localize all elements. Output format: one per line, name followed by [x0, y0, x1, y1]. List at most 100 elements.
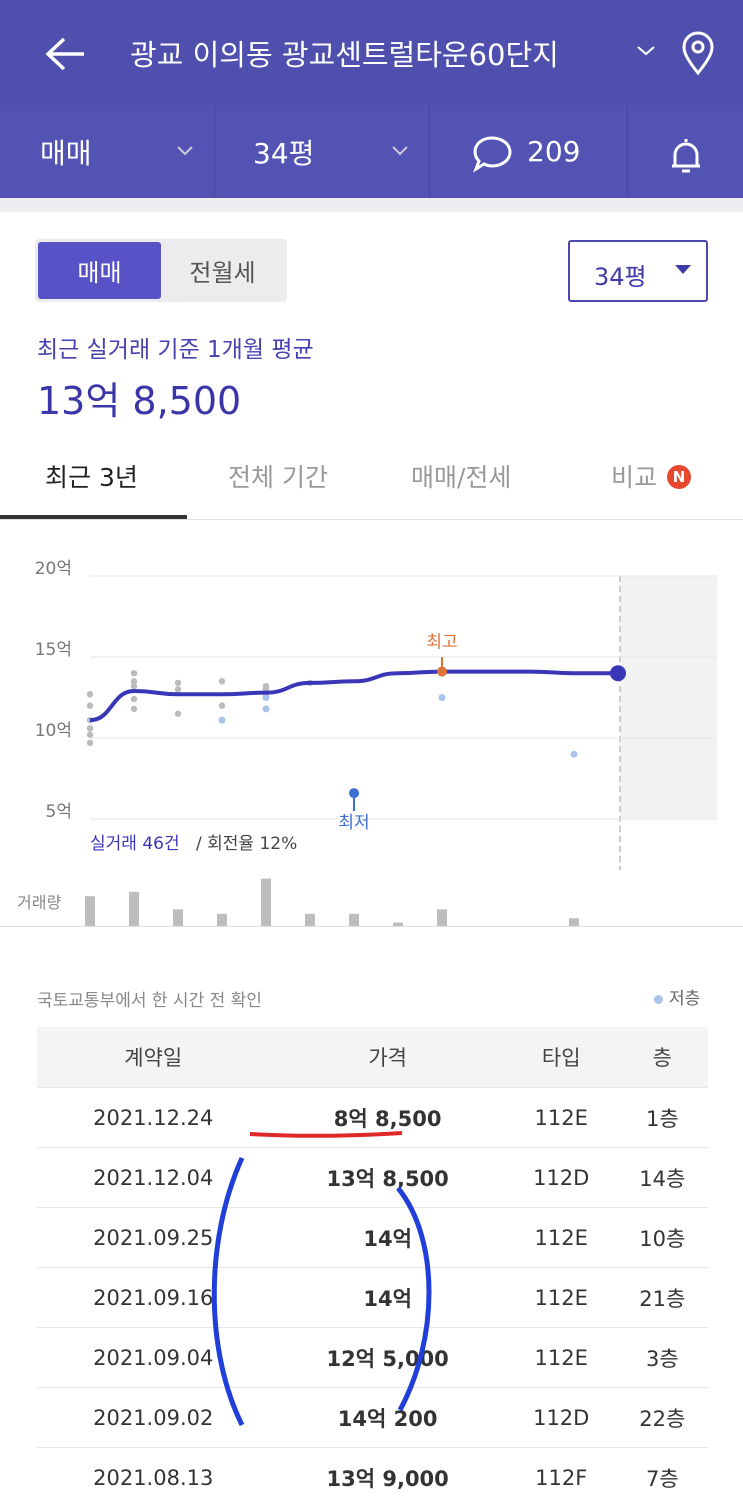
bell-icon[interactable] [668, 135, 704, 177]
chevron [392, 146, 408, 156]
back-button[interactable] [44, 36, 86, 72]
low_floor-dot [438, 694, 446, 701]
volume-bar [173, 909, 183, 927]
table-row[interactable]: 2021.08.13 13억 9,000 112F 7층 [37, 1447, 708, 1507]
low_floor-dot [262, 694, 270, 701]
title-chevron[interactable] [636, 44, 656, 58]
dots-dot [130, 695, 138, 703]
volume-bar [393, 922, 403, 927]
low_floor-dot [570, 750, 578, 758]
table-cell: 12억 5,000 [269, 1327, 506, 1388]
dots-dot [130, 682, 138, 690]
dots-dot [130, 705, 138, 713]
deal-toggle: 매매 전월세 [35, 239, 287, 302]
column-header: 계약일 [37, 1027, 270, 1088]
low_floor-dot [218, 716, 226, 724]
tab[interactable]: 전체 기간 [228, 463, 328, 492]
table-cell: 2021.09.25 [37, 1207, 270, 1268]
source-note: 국토교통부에서 한 시간 전 확인 [37, 991, 262, 1011]
location-icon[interactable] [680, 30, 716, 76]
trend-line [89, 669, 618, 723]
chart-border [0, 926, 743, 927]
comment-count[interactable]: 209 [527, 135, 581, 168]
volume-bar [261, 878, 271, 927]
low-label: 최저 [338, 813, 369, 833]
low_floor-dot [262, 705, 270, 713]
table-cell: 2021.12.24 [37, 1087, 270, 1148]
chevron [177, 146, 193, 156]
table-cell: 21층 [616, 1267, 708, 1328]
table-cell: 112D [505, 1147, 617, 1208]
future-area [620, 576, 717, 819]
complex-title[interactable]: 광교 이의동 광교센트럴타운60단지 [130, 38, 559, 72]
filter-bar: 매매 34평 209 [0, 105, 743, 198]
table-row[interactable]: 2021.09.16 14억 112E 21층 [37, 1267, 708, 1328]
divider [214, 105, 215, 198]
table-cell: 2021.09.16 [37, 1267, 270, 1328]
y-tick-label: 15억 [35, 640, 72, 660]
deals-count: 실거래 46건 [90, 834, 180, 854]
table-cell: 3층 [616, 1327, 708, 1388]
caret [675, 265, 691, 274]
table-cell: 112D [505, 1387, 617, 1448]
legend-label: 저층 [669, 989, 701, 1009]
dots-dot [174, 679, 182, 687]
size-filter[interactable]: 34평 [253, 136, 315, 170]
turnover: / 회전율 12% [196, 834, 297, 854]
divider [627, 105, 628, 198]
table-row[interactable]: 2021.12.24 8억 8,500 112E 1층 [37, 1087, 708, 1148]
y-tick-label: 20억 [35, 559, 72, 579]
top-bar: 광교 이의동 광교센트럴타운60단지 [0, 0, 743, 105]
table-cell: 10층 [616, 1207, 708, 1268]
table-row[interactable]: 2021.09.04 12억 5,000 112E 3층 [37, 1327, 708, 1388]
comment-icon[interactable] [472, 135, 514, 173]
spacer [0, 198, 743, 212]
blue-bracket [396, 1186, 432, 1412]
dots-dot [86, 739, 94, 747]
table-cell: 112E [505, 1087, 617, 1148]
toggle-active[interactable]: 매매 [38, 242, 161, 299]
table-cell: 22층 [616, 1387, 708, 1448]
dots-dot [130, 670, 138, 677]
volume-bar [217, 913, 227, 927]
table-cell: 14층 [616, 1147, 708, 1208]
dots-dot [130, 678, 138, 685]
user-annotations [211, 1131, 432, 1427]
tab[interactable]: 비교 [611, 463, 658, 492]
volume-bar [129, 891, 139, 927]
size-select[interactable]: 34평 [568, 240, 708, 302]
deal-filter[interactable]: 매매 [40, 136, 92, 170]
summary-label: 최근 실거래 기준 1개월 평균 [37, 337, 314, 363]
table-cell: 112E [505, 1207, 617, 1268]
y-tick-label: 10억 [35, 721, 72, 741]
high-marker [437, 666, 447, 677]
volume-bar [349, 913, 359, 927]
dots-dot [174, 710, 182, 717]
table-cell: 112F [505, 1447, 617, 1507]
table-cell: 1층 [616, 1087, 708, 1148]
tab-active[interactable]: 최근 3년 [45, 463, 138, 492]
dots-dot [86, 702, 94, 709]
volume-bar [437, 909, 447, 927]
dots-dot [86, 691, 94, 698]
column-header: 층 [616, 1027, 708, 1088]
divider [429, 105, 430, 198]
table-cell: 13억 9,000 [269, 1447, 506, 1507]
low-marker [349, 788, 359, 799]
table-row[interactable]: 2021.09.25 14억 112E 10층 [37, 1207, 708, 1268]
table-row[interactable]: 2021.12.04 13억 8,500 112D 14층 [37, 1147, 708, 1208]
toggle-option[interactable]: 전월세 [189, 259, 256, 287]
table-cell: 112E [505, 1327, 617, 1388]
tab[interactable]: 매매/전세 [411, 463, 512, 492]
summary-price: 13억 8,500 [37, 379, 242, 423]
dots-dot [218, 678, 226, 685]
high-label: 최고 [426, 633, 457, 653]
volume-bar [305, 913, 315, 927]
tab-underline [0, 515, 187, 519]
volume-bar [569, 918, 579, 927]
new-badge: N [667, 465, 691, 489]
y-tick-label: 5억 [46, 802, 72, 822]
table-cell: 14억 200 [269, 1387, 506, 1448]
table-row[interactable]: 2021.09.02 14억 200 112D 22층 [37, 1387, 708, 1448]
